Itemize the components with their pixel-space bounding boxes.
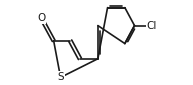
Text: Cl: Cl <box>147 21 157 31</box>
Text: O: O <box>37 13 45 23</box>
Text: S: S <box>57 72 64 82</box>
